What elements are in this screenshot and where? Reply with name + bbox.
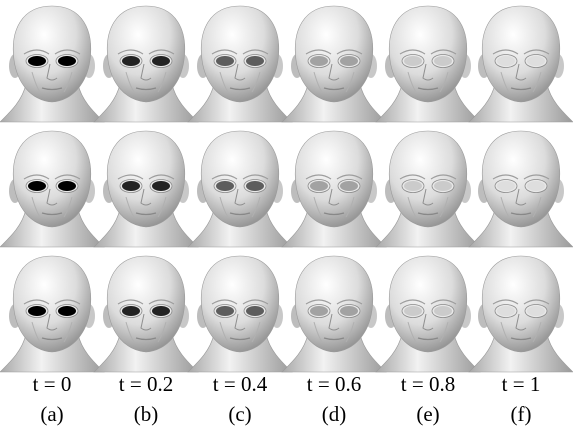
eye bbox=[340, 306, 358, 316]
labels: t = 0 (a) t = 0.2 (b) t = 0.4 (c) t = 0.6 (d) t … bbox=[33, 372, 541, 426]
head bbox=[94, 256, 198, 372]
head bbox=[0, 131, 104, 247]
parameter-label: t = 0.6 bbox=[307, 372, 361, 396]
head-grid bbox=[0, 6, 573, 372]
eye bbox=[497, 56, 515, 66]
eye bbox=[246, 181, 264, 191]
figure: t = 0 (a) t = 0.2 (b) t = 0.4 (c) t = 0.6 (d) t … bbox=[0, 0, 573, 432]
eye bbox=[527, 56, 545, 66]
eye bbox=[152, 181, 170, 191]
eye bbox=[497, 306, 515, 316]
eye bbox=[497, 181, 515, 191]
eye bbox=[527, 181, 545, 191]
eye bbox=[58, 56, 76, 66]
parameter-label: t = 1 bbox=[502, 372, 541, 396]
head bbox=[469, 6, 573, 122]
head bbox=[188, 6, 292, 122]
eye bbox=[216, 181, 234, 191]
caption: (c) bbox=[228, 402, 251, 426]
head bbox=[94, 6, 198, 122]
parameter-label: t = 0.8 bbox=[401, 372, 455, 396]
head bbox=[469, 131, 573, 247]
head bbox=[376, 256, 480, 372]
caption: (e) bbox=[416, 402, 439, 426]
eye bbox=[310, 56, 328, 66]
eye bbox=[28, 56, 46, 66]
eye bbox=[434, 181, 452, 191]
head bbox=[376, 6, 480, 122]
eye bbox=[28, 306, 46, 316]
parameter-label: t = 0.4 bbox=[213, 372, 268, 396]
head bbox=[0, 256, 104, 372]
parameter-label: t = 0.2 bbox=[119, 372, 173, 396]
head bbox=[94, 131, 198, 247]
eye bbox=[340, 56, 358, 66]
eye bbox=[58, 181, 76, 191]
caption: (a) bbox=[40, 402, 63, 426]
eye bbox=[340, 181, 358, 191]
caption: (f) bbox=[511, 402, 532, 426]
head bbox=[188, 256, 292, 372]
head bbox=[469, 256, 573, 372]
eye bbox=[152, 306, 170, 316]
head bbox=[376, 131, 480, 247]
eye bbox=[28, 181, 46, 191]
head bbox=[282, 6, 386, 122]
eye bbox=[58, 306, 76, 316]
eye bbox=[152, 56, 170, 66]
head bbox=[0, 6, 104, 122]
eye bbox=[310, 181, 328, 191]
eye bbox=[122, 181, 140, 191]
eye bbox=[216, 306, 234, 316]
eye bbox=[122, 306, 140, 316]
caption: (d) bbox=[322, 402, 347, 426]
eye bbox=[404, 56, 422, 66]
parameter-label: t = 0 bbox=[33, 372, 72, 396]
head bbox=[282, 131, 386, 247]
eye bbox=[527, 306, 545, 316]
eye bbox=[404, 181, 422, 191]
eye bbox=[216, 56, 234, 66]
eye bbox=[246, 306, 264, 316]
eye bbox=[122, 56, 140, 66]
eye bbox=[434, 306, 452, 316]
caption: (b) bbox=[134, 402, 159, 426]
head bbox=[188, 131, 292, 247]
eye bbox=[434, 56, 452, 66]
eye bbox=[246, 56, 264, 66]
eye bbox=[404, 306, 422, 316]
head bbox=[282, 256, 386, 372]
eye bbox=[310, 306, 328, 316]
